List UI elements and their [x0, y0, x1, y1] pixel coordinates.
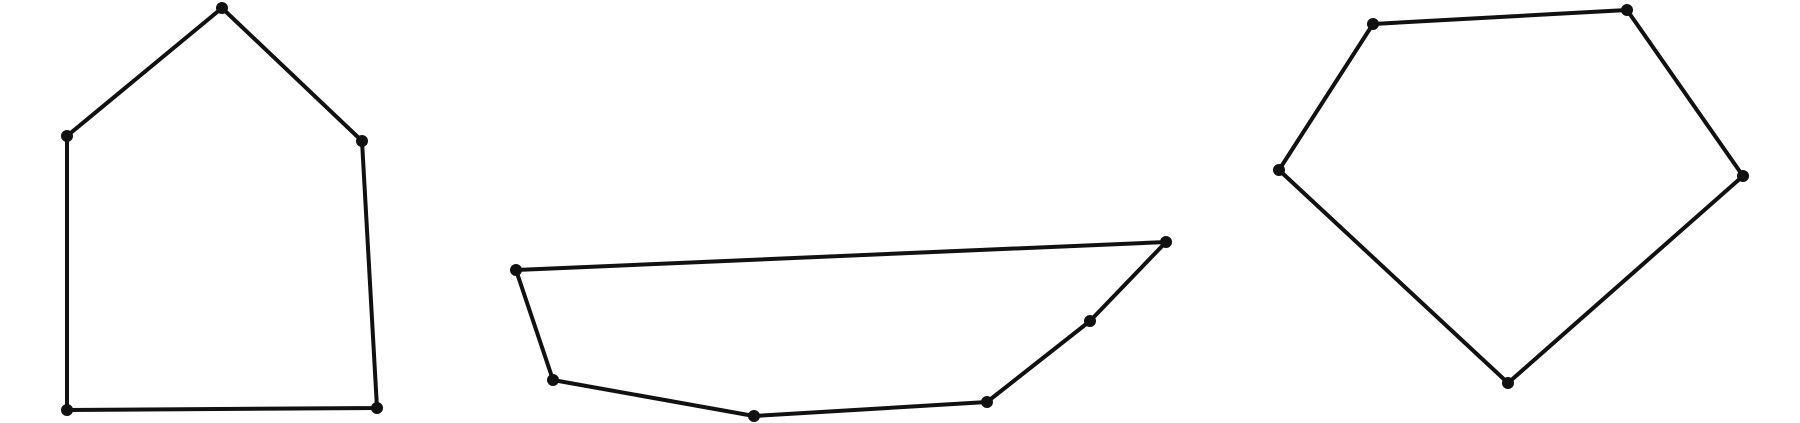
house-pentagon-vertex — [61, 404, 73, 416]
boat-hexagon — [510, 236, 1172, 422]
boat-hexagon-outline — [514, 240, 1168, 418]
boat-hexagon-vertex — [748, 410, 760, 422]
pentagon-vertex — [1737, 170, 1749, 182]
boat-hexagon-vertex — [547, 374, 559, 386]
boat-hexagon-vertex — [510, 264, 522, 276]
boat-hexagon-vertex — [981, 396, 993, 408]
pentagon-vertex — [1621, 4, 1633, 16]
pentagon-outline — [1277, 8, 1745, 385]
house-pentagon-outline — [65, 6, 379, 412]
pentagon-vertex — [1502, 377, 1514, 389]
pentagon — [1273, 4, 1749, 389]
pentagon-vertex — [1367, 18, 1379, 30]
house-pentagon-vertex — [216, 2, 228, 14]
house-pentagon — [61, 2, 383, 416]
house-pentagon-vertex — [61, 130, 73, 142]
house-pentagon-vertex — [356, 135, 368, 147]
pentagon-vertex — [1273, 164, 1285, 176]
boat-hexagon-vertex — [1084, 315, 1096, 327]
house-pentagon-vertex — [371, 402, 383, 414]
boat-hexagon-vertex — [1160, 236, 1172, 248]
